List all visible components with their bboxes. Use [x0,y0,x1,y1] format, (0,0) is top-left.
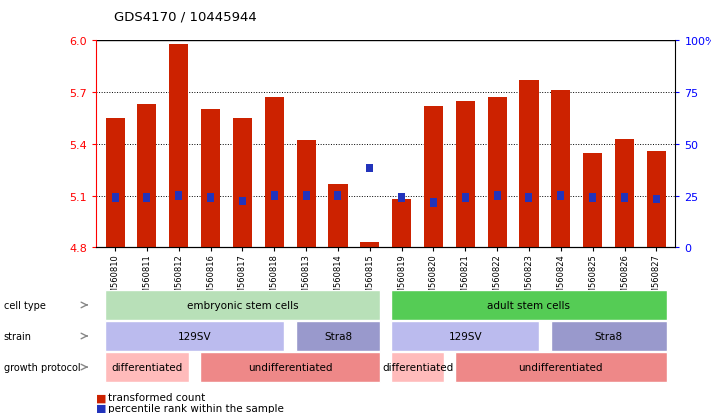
Bar [239,197,246,206]
Text: 129SV: 129SV [178,331,211,341]
Bar [621,194,628,202]
Bar [615,139,634,248]
Text: Stra8: Stra8 [324,331,352,341]
Bar [424,107,443,248]
Text: adult stem cells: adult stem cells [488,300,570,310]
Bar [334,192,341,200]
Text: cell type: cell type [4,300,46,310]
Bar [392,199,411,248]
Bar [525,194,533,202]
Text: strain: strain [4,331,31,341]
Bar [462,194,469,202]
Text: Stra8: Stra8 [594,331,623,341]
Bar [137,105,156,248]
Bar [169,45,188,248]
Bar [366,164,373,173]
Bar [583,153,602,248]
Bar [488,98,507,248]
Bar [430,199,437,207]
Text: GDS4170 / 10445944: GDS4170 / 10445944 [114,10,257,23]
Bar [201,110,220,248]
Text: undifferentiated: undifferentiated [248,362,333,372]
Bar [233,119,252,248]
Bar [557,192,565,200]
Bar [303,192,309,200]
Bar [493,192,501,200]
Text: ■: ■ [96,392,107,402]
Bar [328,184,348,248]
Bar [398,194,405,202]
Bar [207,194,214,202]
Text: differentiated: differentiated [112,362,183,372]
Bar [520,81,538,248]
Text: 129SV: 129SV [449,331,482,341]
Bar [296,141,316,248]
Text: undifferentiated: undifferentiated [518,362,603,372]
Bar [264,98,284,248]
Text: percentile rank within the sample: percentile rank within the sample [108,403,284,413]
Bar [551,91,570,248]
Bar [112,194,119,202]
Bar [144,194,151,202]
Bar [271,192,278,200]
Text: growth protocol: growth protocol [4,362,80,372]
Bar [589,194,596,202]
Text: differentiated: differentiated [382,362,453,372]
Text: embryonic stem cells: embryonic stem cells [186,300,298,310]
Bar [360,242,380,248]
Bar [105,119,124,248]
Bar [456,102,475,248]
Bar [176,192,182,200]
Text: transformed count: transformed count [108,392,205,402]
Bar [653,195,660,204]
Text: ■: ■ [96,403,107,413]
Bar [647,152,666,248]
